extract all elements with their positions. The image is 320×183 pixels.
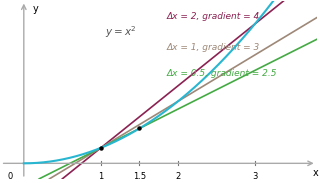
Text: x: x: [313, 168, 318, 178]
Text: 3: 3: [252, 172, 258, 181]
Text: 0: 0: [7, 172, 12, 181]
Text: Δx = 1, gradient = 3: Δx = 1, gradient = 3: [166, 43, 260, 52]
Text: 1: 1: [98, 172, 103, 181]
Text: 1.5: 1.5: [133, 172, 146, 181]
Text: y: y: [33, 4, 39, 14]
Text: $y = x^2$: $y = x^2$: [105, 24, 136, 40]
Text: 2: 2: [175, 172, 180, 181]
Text: Δx = 0.5, gradient = 2.5: Δx = 0.5, gradient = 2.5: [166, 69, 277, 78]
Text: Δx = 2, gradient = 4: Δx = 2, gradient = 4: [166, 12, 260, 21]
